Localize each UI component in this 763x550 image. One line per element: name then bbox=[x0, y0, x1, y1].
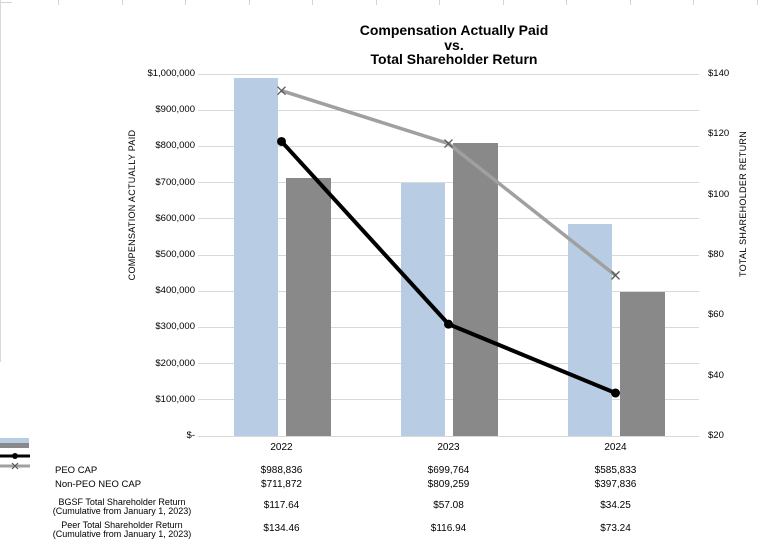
x-axis-label: 2023 bbox=[437, 442, 460, 453]
legend-swatch-non-peo-neo-cap bbox=[0, 443, 29, 448]
left-axis-tick: $800,000 bbox=[155, 140, 195, 152]
legend-swatch-bgsf-total-shareholder-return bbox=[0, 448, 30, 459]
table-value-non-peo-neo-cap-2022: $711,872 bbox=[261, 479, 302, 490]
line-peer-total-shareholder-return bbox=[280, 89, 617, 277]
top-edge-tick bbox=[249, 0, 250, 5]
bar-non-peo-neo-cap bbox=[285, 178, 331, 436]
left-axis-tick: $600,000 bbox=[155, 212, 195, 224]
top-edge-tick bbox=[439, 0, 440, 5]
right-axis-tick: $100 bbox=[708, 188, 730, 200]
circle-marker bbox=[277, 136, 286, 146]
table-value-bgsf-total-shareholder-return-2022: $117.64 bbox=[263, 500, 300, 511]
right-axis-tick: $20 bbox=[708, 430, 724, 441]
top-edge-tick bbox=[185, 0, 186, 5]
table-value-peer-total-shareholder-return-2024: $73.24 bbox=[600, 523, 631, 534]
chart-title-line-2: vs. bbox=[444, 36, 464, 53]
chart-title: Compensation Actually Paid vs. Total Sha… bbox=[148, 23, 760, 67]
left-axis-tick: $1,000,000 bbox=[147, 68, 195, 79]
left-axis-tick: $400,000 bbox=[155, 285, 195, 297]
top-edge-tick bbox=[630, 0, 631, 5]
chart-title-line-3: Total Shareholder Return bbox=[370, 51, 538, 67]
table-value-peer-total-shareholder-return-2023: $116.94 bbox=[430, 523, 467, 534]
gridline bbox=[198, 290, 699, 292]
legend-label-peer-total-shareholder-return: Peer Total Shareholder Return (Cumulative… bbox=[52, 520, 192, 539]
left-axis-tick: $700,000 bbox=[155, 176, 195, 188]
table-value-peer-total-shareholder-return-2022: $134.46 bbox=[263, 523, 300, 534]
bar-peo-cap bbox=[233, 78, 278, 436]
top-edge-tick bbox=[58, 0, 59, 5]
right-axis-tick: $60 bbox=[708, 309, 724, 321]
right-axis-tick: $140 bbox=[708, 68, 730, 79]
top-edge-line bbox=[0, 2, 12, 3]
circle-marker bbox=[611, 388, 620, 398]
table-value-bgsf-total-shareholder-return-2023: $57.08 bbox=[433, 500, 464, 511]
gridline bbox=[198, 109, 699, 111]
top-edge-tick bbox=[122, 0, 123, 5]
gridline bbox=[198, 399, 699, 401]
table-value-peo-cap-2024: $585,833 bbox=[594, 465, 637, 476]
left-axis-line bbox=[0, 0, 1, 362]
legend-label-non-peo-neo-cap: Non-PEO NEO CAP bbox=[55, 479, 142, 490]
legend-data-table: PEO CAP $988,836 $699,764 $585,833 Non-PEO N… bbox=[0, 438, 763, 550]
right-axis-tick: $80 bbox=[708, 249, 724, 260]
top-edge-artifacts bbox=[0, 0, 763, 8]
left-axis-tick: $200,000 bbox=[155, 357, 195, 369]
left-axis-tick: $900,000 bbox=[155, 104, 195, 116]
gridline bbox=[198, 363, 699, 365]
legend-label-bgsf-total-shareholder-return: BGSF Total Shareholder Return (Cumulative… bbox=[52, 497, 192, 516]
gridline bbox=[198, 218, 699, 220]
table-value-non-peo-neo-cap-2023: $809,259 bbox=[427, 479, 470, 490]
left-axis-tick: $300,000 bbox=[155, 321, 195, 333]
left-axis-tick: $- bbox=[186, 430, 195, 441]
table-value-bgsf-total-shareholder-return-2024: $34.25 bbox=[600, 500, 631, 511]
bar-non-peo-neo-cap bbox=[452, 143, 498, 436]
top-edge-tick bbox=[312, 0, 313, 5]
bar-non-peo-neo-cap bbox=[619, 291, 665, 436]
legend-line-icon bbox=[0, 462, 30, 470]
x-marker bbox=[277, 86, 286, 96]
x-axis-label: 2024 bbox=[604, 442, 627, 453]
bar-peo-cap bbox=[567, 223, 612, 436]
table-value-peo-cap-2023: $699,764 bbox=[427, 465, 470, 476]
top-edge-tick bbox=[757, 0, 758, 5]
top-edge-tick bbox=[693, 0, 694, 5]
x-marker bbox=[444, 139, 453, 149]
top-edge-tick bbox=[566, 0, 567, 5]
right-axis-tick: $40 bbox=[708, 369, 724, 381]
gridline bbox=[198, 145, 699, 147]
gridline bbox=[198, 182, 699, 184]
x-axis-label: 2022 bbox=[270, 442, 293, 453]
left-axis-tick: $500,000 bbox=[155, 249, 195, 260]
table-value-peo-cap-2022: $988,836 bbox=[260, 465, 303, 476]
x-marker bbox=[611, 270, 620, 280]
line-bgsf-total-shareholder-return bbox=[280, 140, 617, 395]
gridline bbox=[198, 435, 699, 437]
gridline bbox=[198, 73, 699, 75]
table-value-non-peo-neo-cap-2024: $397,836 bbox=[594, 479, 637, 490]
top-edge-tick bbox=[376, 0, 377, 5]
legend-swatch-peer-total-shareholder-return bbox=[0, 458, 30, 470]
circle-marker bbox=[444, 319, 453, 329]
legend-swatch-peo-cap bbox=[0, 438, 29, 443]
left-axis-tick: $100,000 bbox=[155, 393, 195, 405]
right-axis-tick: $120 bbox=[708, 128, 730, 140]
top-edge-tick bbox=[503, 0, 504, 5]
legend-label-peo-cap: PEO CAP bbox=[55, 465, 98, 476]
chart-title-line-1: Compensation Actually Paid bbox=[359, 22, 549, 38]
legend-line-icon bbox=[0, 453, 30, 459]
gridline bbox=[198, 254, 699, 256]
